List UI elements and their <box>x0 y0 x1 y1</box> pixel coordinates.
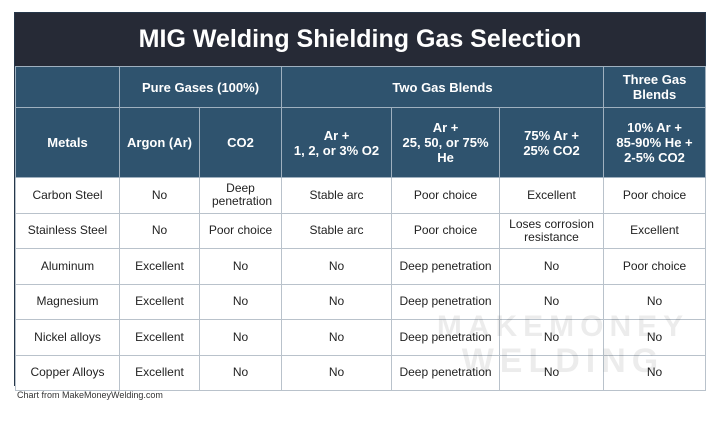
table-cell: Deep penetration <box>198 177 283 214</box>
table-cell: Deep penetration <box>391 248 501 285</box>
page-title: MIG Welding Shielding Gas Selection <box>15 13 705 66</box>
table-cell: Excellent <box>499 177 605 214</box>
table-cell: Loses corrosion resistance <box>499 212 605 249</box>
table-cell: Poor choice <box>198 212 283 249</box>
table-cell: No <box>198 319 283 356</box>
table-cell: No <box>499 283 605 320</box>
table-cell: No <box>499 248 605 285</box>
table-cell: Stable arc <box>281 212 393 249</box>
table-row: Copper Alloys Excellent No No Deep penetrati… <box>15 354 707 391</box>
table-cell: No <box>603 283 707 320</box>
table-cell: Poor choice <box>391 212 501 249</box>
table-cell: Stable arc <box>281 177 393 214</box>
metal-cell: Aluminum <box>15 248 120 285</box>
table-cell: Excellent <box>119 354 200 391</box>
table-row: Stainless Steel No Poor choice Stable arc Po… <box>15 212 707 249</box>
table-cell: Poor choice <box>391 177 501 214</box>
table-cell: Excellent <box>119 283 200 320</box>
group-header-two-gas-blends: Two Gas Blends <box>281 66 605 108</box>
table-cell: Excellent <box>119 248 200 285</box>
table-cell: No <box>281 283 393 320</box>
group-header-row: Pure Gases (100%) Two Gas Blends Three G… <box>15 66 707 108</box>
table-row: Aluminum Excellent No No Deep penetration No P… <box>15 248 707 285</box>
column-header-3: Ar + 1, 2, or 3% O2 <box>281 107 393 178</box>
column-header-row: Metals Argon (Ar) CO2 Ar + 1, 2, or 3% O2 Ar… <box>15 107 707 178</box>
table-cell: No <box>198 283 283 320</box>
table-cell: Excellent <box>603 212 707 249</box>
metal-cell: Copper Alloys <box>15 354 120 391</box>
table-cell: Deep penetration <box>391 354 501 391</box>
table-cell: No <box>281 319 393 356</box>
group-header-pure-gases: Pure Gases (100%) <box>118 66 283 108</box>
table-cell: No <box>119 212 200 249</box>
table-cell: Deep penetration <box>391 283 501 320</box>
table-cell: No <box>499 319 605 356</box>
metal-cell: Nickel alloys <box>15 319 120 356</box>
table-row: Carbon Steel No Deep penetration Stable arc… <box>15 177 707 214</box>
group-header-blank <box>15 66 120 108</box>
table-cell: Poor choice <box>603 177 707 214</box>
table-cell: No <box>198 354 283 391</box>
table-cell: No <box>119 177 200 214</box>
metal-cell: Carbon Steel <box>15 177 120 214</box>
table-cell: No <box>603 354 707 391</box>
group-header-three-gas-blends: Three Gas Blends <box>603 66 707 108</box>
gas-selection-table: Pure Gases (100%) Two Gas Blends Three G… <box>15 66 707 391</box>
table-cell: Poor choice <box>603 248 707 285</box>
metal-cell: Magnesium <box>15 283 120 320</box>
table-cell: No <box>603 319 707 356</box>
table-cell: No <box>198 248 283 285</box>
table-row: Nickel alloys Excellent No No Deep penetrati… <box>15 319 707 356</box>
table-cell: No <box>281 248 393 285</box>
table-body: Carbon Steel No Deep penetration Stable arc… <box>15 177 707 391</box>
chart-frame: MIG Welding Shielding Gas Selection Pure… <box>14 12 707 391</box>
table-cell: Deep penetration <box>391 319 501 356</box>
table-cell: Excellent <box>119 319 200 356</box>
column-header-1: Argon (Ar) <box>119 107 200 178</box>
table-row: Magnesium Excellent No No Deep penetration No… <box>15 283 707 320</box>
metal-cell: Stainless Steel <box>15 212 120 249</box>
table-cell: No <box>499 354 605 391</box>
source-credit: Chart from MakeMoneyWelding.com <box>17 390 163 400</box>
column-header-2: CO2 <box>198 107 283 178</box>
column-header-0: Metals <box>15 107 120 178</box>
column-header-5: 75% Ar + 25% CO2 <box>499 107 605 178</box>
column-header-4: Ar + 25, 50, or 75% He <box>391 107 501 178</box>
table-cell: No <box>281 354 393 391</box>
column-header-6: 10% Ar + 85-90% He + 2-5% CO2 <box>603 107 707 178</box>
